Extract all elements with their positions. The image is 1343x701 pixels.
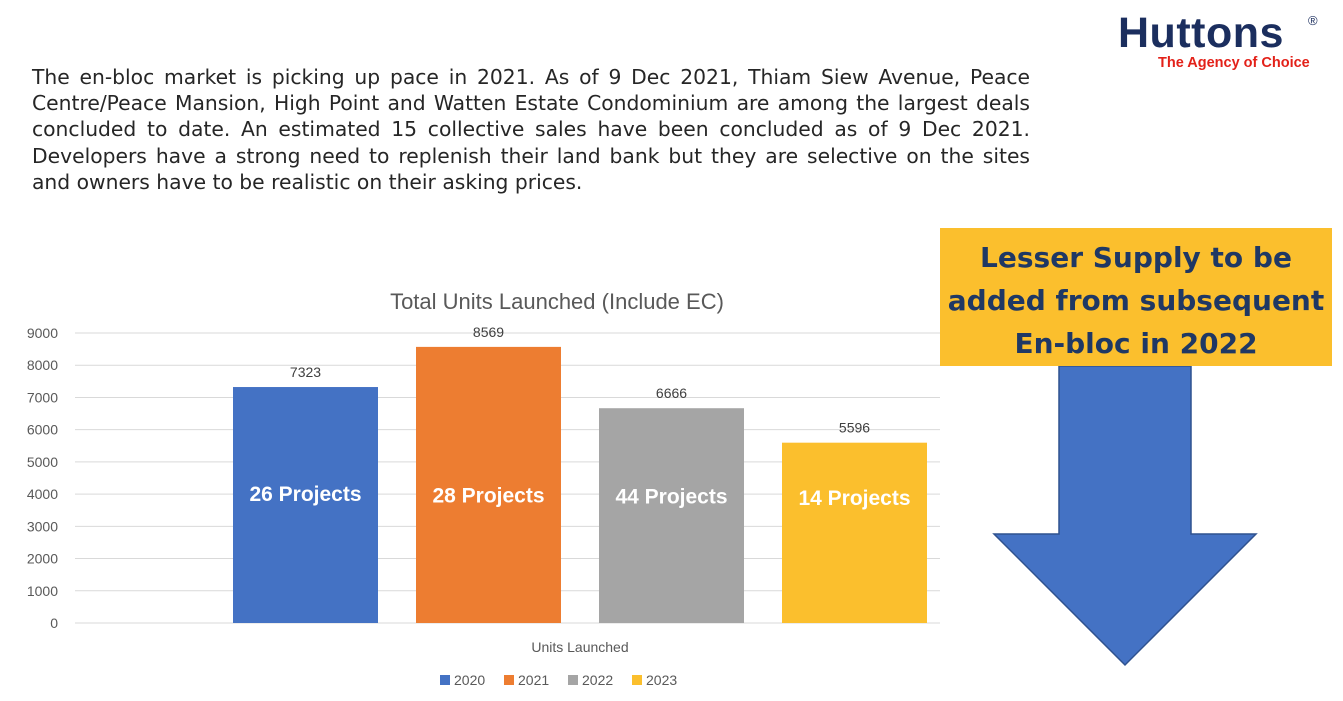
bar (599, 408, 744, 623)
legend-swatch (504, 675, 514, 685)
legend-label: 2022 (582, 672, 613, 688)
y-tick-label: 2000 (27, 551, 58, 567)
bar-series: 7323 26 Projects 8569 28 Projects 6666 44 Pro… (233, 324, 927, 623)
chart-title: Total Units Launched (Include EC) (390, 289, 724, 314)
legend-swatch (440, 675, 450, 685)
legend-label: 2021 (518, 672, 549, 688)
bar-inner-label: 14 Projects (798, 487, 910, 510)
bar (782, 442, 927, 623)
y-tick-label: 1000 (27, 583, 58, 599)
legend-swatch (568, 675, 578, 685)
x-axis-label: Units Launched (531, 639, 628, 655)
data-label: 7323 (290, 364, 321, 380)
bar-inner-label: 26 Projects (249, 483, 361, 506)
data-label: 6666 (656, 385, 687, 401)
huttons-logo: Huttons ® The Agency of Choice (1112, 8, 1334, 74)
registered-mark: ® (1308, 13, 1318, 28)
y-tick-label: 6000 (27, 422, 58, 438)
units-launched-chart: Total Units Launched (Include EC) 0 1000 2… (27, 289, 940, 688)
data-label: 5596 (839, 420, 870, 436)
y-tick-label: 9000 (27, 325, 58, 341)
y-tick-label: 8000 (27, 357, 58, 373)
bar-inner-label: 28 Projects (432, 484, 544, 507)
legend-label: 2023 (646, 672, 677, 688)
y-tick-label: 5000 (27, 454, 58, 470)
y-tick-label: 3000 (27, 518, 58, 534)
y-tick-label: 0 (50, 615, 58, 631)
data-label: 8569 (473, 324, 504, 340)
chart-legend: 2020 2021 2022 2023 (440, 672, 677, 688)
intro-paragraph: The en-bloc market is picking up pace in… (32, 65, 1030, 194)
legend-label: 2020 (454, 672, 485, 688)
y-tick-label: 4000 (27, 486, 58, 502)
supply-callout-box: Lesser Supply to be added from subsequen… (940, 228, 1332, 366)
bar-inner-label: 44 Projects (615, 486, 727, 509)
callout-line-1: Lesser Supply to be (980, 241, 1292, 274)
bar (416, 346, 561, 623)
bar (233, 387, 378, 623)
y-tick-label: 7000 (27, 389, 58, 405)
brand-name: Huttons (1118, 9, 1284, 57)
brand-tagline: The Agency of Choice (1158, 55, 1310, 71)
legend-swatch (632, 675, 642, 685)
callout-line-2: added from subsequent (947, 284, 1325, 317)
y-axis-ticks: 0 1000 2000 3000 4000 5000 6000 7000 8000 9000 (27, 325, 58, 631)
callout-line-3: En-bloc in 2022 (1014, 327, 1258, 360)
